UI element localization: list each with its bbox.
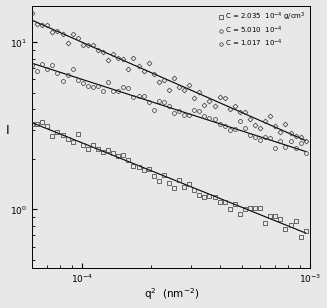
Y-axis label: I: I xyxy=(6,124,9,137)
X-axis label: q$^2$  (nm$^{-2}$): q$^2$ (nm$^{-2}$) xyxy=(144,287,199,302)
Legend: C = 2.035  10$^{-4}$ g/cm$^3$, C = 5.010  10$^{-4}$, C = 1.017  10$^{-4}$: C = 2.035 10$^{-4}$ g/cm$^3$, C = 5.010 … xyxy=(217,9,307,50)
